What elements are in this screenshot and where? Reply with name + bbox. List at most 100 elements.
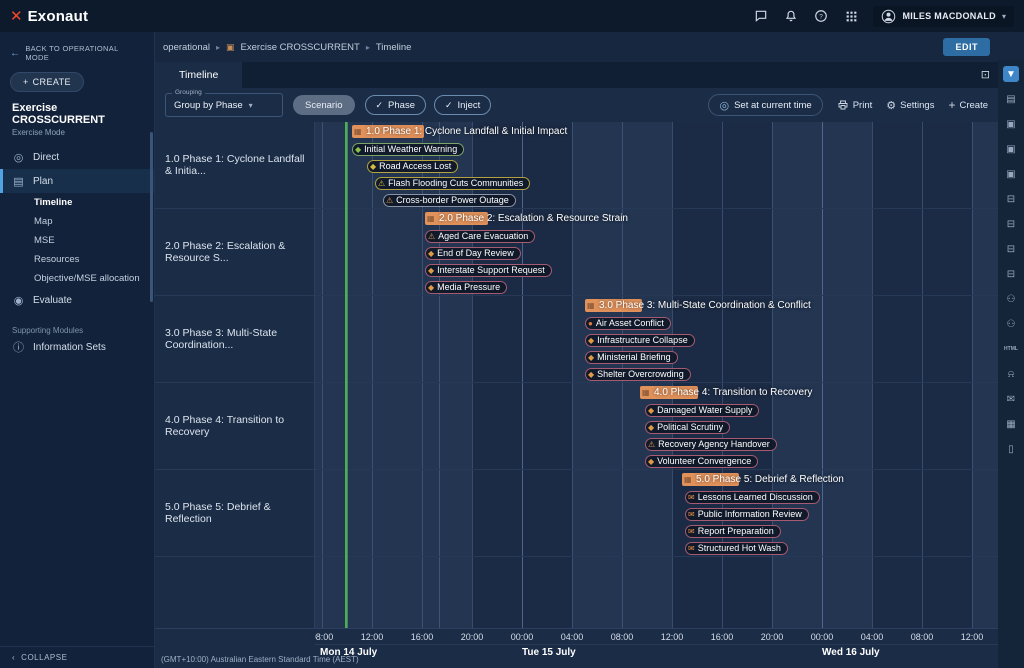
chat-icon[interactable]: [753, 8, 769, 24]
timeline-group-row: ▦ 2.0 Phase 2: Escalation & Resource Stra…: [315, 209, 998, 296]
diamond-icon: ◆: [588, 352, 595, 362]
axis-day-label: Mon 14 July: [320, 647, 378, 658]
set-current-time-button[interactable]: ◎ Set at current time: [708, 94, 823, 116]
timeline-inject[interactable]: ✉ Public Information Review: [685, 508, 809, 521]
group-labels-column: 1.0 Phase 1: Cyclone Landfall & Initia..…: [155, 122, 315, 628]
timeline-inject[interactable]: ◆ Infrastructure Collapse: [585, 334, 695, 347]
topbar: ✕ Exonaut ? MILES MACDONALD ▾: [0, 0, 1024, 32]
create-button[interactable]: + CREATE: [10, 72, 84, 92]
sidebar-item-map[interactable]: Map: [34, 216, 53, 227]
bookmark-icon[interactable]: ▯: [1008, 443, 1014, 455]
exercise-name: Exercise CROSSCURRENT: [12, 102, 105, 126]
timeline-inject[interactable]: ✉ Report Preparation: [685, 525, 781, 538]
timeline-inject[interactable]: ◆ Shelter Overcrowding: [585, 368, 691, 381]
create-label: CREATE: [32, 77, 71, 87]
print-button[interactable]: Print: [837, 99, 872, 111]
create-inject-button[interactable]: + Create: [948, 98, 988, 112]
timeline-group-row: ▦ 1.0 Phase 1: Cyclone Landfall & Initial…: [315, 122, 998, 209]
archive-icon[interactable]: ⊟: [1006, 268, 1016, 280]
phase-bar[interactable]: ▦: [640, 386, 698, 399]
timeline-inject[interactable]: ● Air Asset Conflict: [585, 317, 671, 330]
phase-bar[interactable]: ▦: [425, 212, 488, 225]
filter-icon[interactable]: ▼: [1003, 66, 1019, 82]
phase-bar-label: 2.0 Phase 2: Escalation & Resource Strai…: [439, 213, 628, 224]
archive-icon[interactable]: ⊟: [1006, 218, 1016, 230]
fullscreen-icon[interactable]: ⊡: [980, 69, 990, 81]
phase-bar-label: 3.0 Phase 3: Multi-State Coordination & …: [599, 300, 811, 311]
timeline-inject[interactable]: ◆ Road Access Lost: [367, 160, 459, 173]
notifications-icon[interactable]: [783, 8, 799, 24]
diamond-icon: ◆: [648, 422, 655, 432]
user-menu[interactable]: MILES MACDONALD ▾: [873, 5, 1014, 27]
html-icon[interactable]: HTML: [1004, 346, 1018, 352]
timeline-inject[interactable]: ⚠ Recovery Agency Handover: [645, 438, 777, 451]
timeline-inject[interactable]: ⚠ Flash Flooding Cuts Communities: [375, 177, 531, 190]
inject-label: Recovery Agency Handover: [658, 439, 770, 449]
edit-button[interactable]: EDIT: [943, 38, 990, 56]
timeline-group-row: ▦ 5.0 Phase 5: Debrief & Reflection ✉ Lesso…: [315, 470, 998, 557]
timeline-inject[interactable]: ◆ Ministerial Briefing: [585, 351, 678, 364]
breadcrumb-item-exercise-crosscurrent[interactable]: Exercise CROSSCURRENT: [240, 41, 360, 53]
sidebar-item-timeline[interactable]: Timeline: [34, 197, 73, 208]
exercise-mode: Exercise Mode: [12, 128, 65, 137]
card-icon[interactable]: ▣: [1006, 118, 1016, 130]
archive-icon[interactable]: ⊟: [1006, 243, 1016, 255]
users-icon[interactable]: ⚇: [1006, 293, 1016, 305]
sidebar-item-resources[interactable]: Resources: [34, 254, 80, 265]
phase-bar[interactable]: ▦: [682, 473, 739, 486]
timeline-group-label: 1.0 Phase 1: Cyclone Landfall & Initia..…: [155, 122, 314, 209]
sidebar: ← BACK TO OPERATIONAL MODE + CREATE Exer…: [0, 32, 155, 668]
card-icon[interactable]: ▣: [1006, 168, 1016, 180]
back-link[interactable]: ← BACK TO OPERATIONAL MODE: [10, 44, 144, 62]
inject-label: Public Information Review: [697, 509, 802, 519]
settings-button[interactable]: ⚙ Settings: [886, 99, 934, 112]
inject-chip[interactable]: ✓ Inject: [433, 95, 492, 115]
timeline-inject[interactable]: ◆ Interstate Support Request: [425, 264, 552, 277]
apps-grid-icon[interactable]: [843, 8, 859, 24]
help-icon[interactable]: ?: [813, 8, 829, 24]
bell-icon[interactable]: ⍾: [1007, 368, 1015, 380]
timeline-inject[interactable]: ✉ Lessons Learned Discussion: [685, 491, 820, 504]
tab-timeline[interactable]: Timeline: [155, 62, 243, 88]
timeline-inject[interactable]: ◆ Political Scrutiny: [645, 421, 731, 434]
grouping-select[interactable]: Grouping Group by Phase ▾: [165, 89, 283, 117]
sidebar-scrollbar-thumb[interactable]: [150, 132, 153, 302]
card-icon[interactable]: ▣: [1006, 143, 1016, 155]
users-icon[interactable]: ⚇: [1006, 318, 1016, 330]
sidebar-item-evaluate[interactable]: ◉ Evaluate: [0, 288, 154, 312]
diamond-icon: ◆: [370, 161, 377, 171]
chart-icon[interactable]: ▦: [1006, 418, 1016, 430]
sidebar-item-label: Direct: [33, 151, 60, 163]
timeline-inject[interactable]: ✉ Structured Hot Wash: [685, 542, 788, 555]
sidebar-item-direct[interactable]: ◎ Direct: [0, 145, 154, 169]
phase-chip[interactable]: ✓ Phase: [364, 95, 426, 115]
sidebar-item-objective-mse-allocation[interactable]: Objective/MSE allocation: [34, 273, 140, 284]
collapse-button[interactable]: ‹ COLLAPSE: [0, 646, 154, 668]
toolbar-right: ◎ Set at current time Print ⚙ Settings +…: [708, 94, 988, 116]
collapse-label: COLLAPSE: [21, 653, 68, 662]
archive-icon[interactable]: ⊟: [1006, 193, 1016, 205]
timeline-inject[interactable]: ⚠ Cross-border Power Outage: [383, 194, 516, 207]
breadcrumb-item-operational[interactable]: operational: [163, 41, 211, 53]
scenario-chip[interactable]: Scenario: [293, 95, 355, 115]
timeline-inject[interactable]: ◆ Damaged Water Supply: [645, 404, 760, 417]
phase-bar[interactable]: ▦: [585, 299, 642, 312]
sidebar-item-information-sets[interactable]: ⓘ Information Sets: [0, 335, 154, 359]
timeline-inject[interactable]: ◆ Volunteer Convergence: [645, 455, 759, 468]
axis-tick-label: 04:00: [560, 632, 584, 642]
logo[interactable]: ✕ Exonaut: [10, 8, 88, 25]
inject-label: Volunteer Convergence: [657, 456, 752, 466]
timeline-inject[interactable]: ⚠ Aged Care Evacuation: [425, 230, 536, 243]
timeline-inject[interactable]: ◆ Media Pressure: [425, 281, 508, 294]
breadcrumb-item-timeline[interactable]: Timeline: [375, 41, 412, 53]
phase-bar-label: 4.0 Phase 4: Transition to Recovery: [654, 387, 813, 398]
sidebar-item-mse[interactable]: MSE: [34, 235, 55, 246]
timeline-inject[interactable]: ◆ End of Day Review: [425, 247, 521, 260]
document-icon[interactable]: ▤: [1006, 93, 1016, 105]
inject-label: Structured Hot Wash: [697, 543, 781, 553]
axis-tick-label: 12:00: [960, 632, 984, 642]
phase-bar[interactable]: ▦: [352, 125, 424, 138]
mail-icon[interactable]: ✉: [1006, 393, 1016, 405]
timeline-inject[interactable]: ◆ Initial Weather Warning: [352, 143, 465, 156]
sidebar-item-plan[interactable]: ▤ Plan: [0, 169, 154, 193]
